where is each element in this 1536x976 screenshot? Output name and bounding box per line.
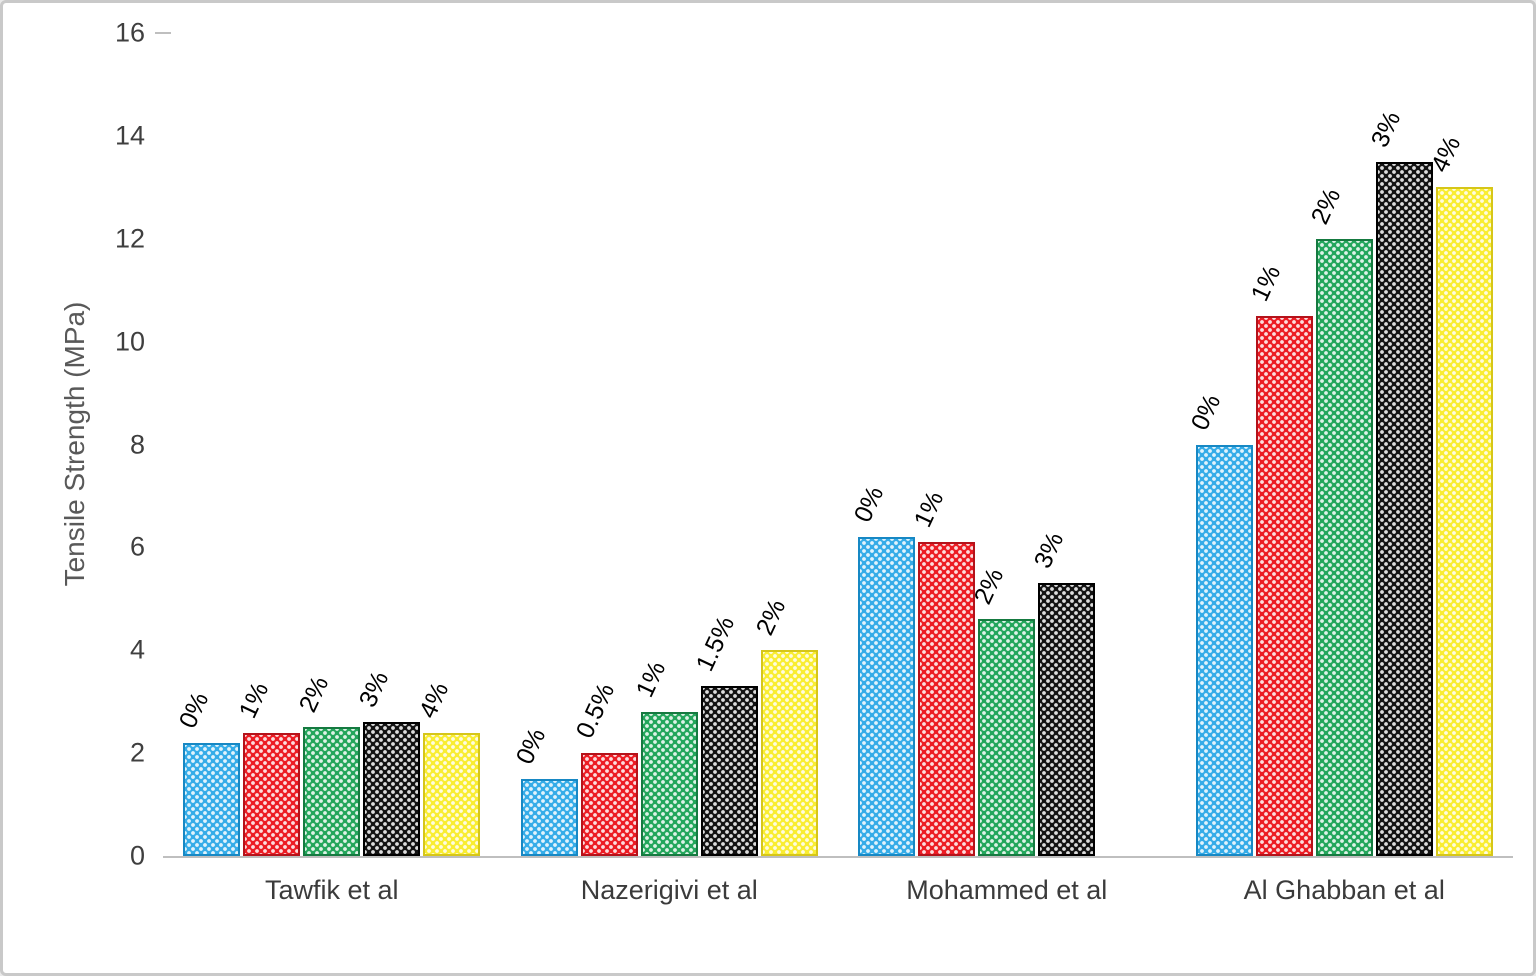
bar-slot: 3%: [353, 33, 421, 856]
bar-slot: 4%: [413, 33, 481, 856]
y-tick-label: 14: [114, 120, 145, 151]
bar-slot: 0%: [848, 33, 916, 856]
bar-blue: [858, 537, 916, 856]
bar-slot: 2%: [751, 33, 818, 856]
bar-blue: [520, 778, 578, 856]
bar-red: [1255, 315, 1313, 856]
bar-slot: 1%: [908, 33, 976, 856]
bar-green: [640, 711, 698, 856]
x-axis-category-label: Mohammed et al: [906, 875, 1108, 905]
bar-black: [700, 686, 758, 856]
y-tick-label: 12: [114, 223, 145, 254]
bar-yellow: [1435, 187, 1493, 856]
bar-slot: 0%: [511, 33, 578, 856]
bar-group: 0% 1% 2% 3% 4%: [1176, 33, 1514, 856]
bar-black: [1038, 583, 1096, 856]
bar-red: [580, 753, 638, 856]
bar-slot-empty: [1098, 33, 1155, 856]
bar-group: 0% 1% 2% 3%: [838, 33, 1176, 856]
y-tick-label: 16: [114, 17, 145, 48]
y-tick-label: 6: [129, 531, 145, 562]
bar-yellow: [423, 732, 481, 856]
bar-slot: 2%: [293, 33, 361, 856]
bar-slot: 3%: [1366, 33, 1433, 856]
bar-blue: [183, 742, 241, 856]
bar-slot: 2%: [968, 33, 1036, 856]
y-tick-label: 2: [129, 737, 145, 768]
bar-slot: 0.5%: [571, 33, 638, 856]
bar-slot: 1%: [1246, 33, 1313, 856]
y-tick-label: 0: [129, 840, 145, 871]
bar-slot: 1%: [233, 33, 301, 856]
x-axis-category-label: Tawfik et al: [264, 875, 399, 905]
y-axis-tick-labels: 0 2 4 6 8 10 12 14 16: [3, 18, 153, 871]
bar-slot: 2%: [1306, 33, 1373, 856]
x-axis-category-labels: Tawfik et al Nazerigivi et al Mohammed et …: [163, 875, 1513, 906]
bar-value-label: 0%: [1185, 389, 1227, 435]
bar-slot: 1.5%: [691, 33, 758, 856]
bar-slot: 0%: [173, 33, 241, 856]
y-axis-top-tick: [155, 32, 171, 34]
bar-black: [363, 722, 421, 856]
y-tick-label: 4: [129, 634, 145, 665]
bar-green: [303, 727, 361, 856]
y-tick-label: 8: [129, 429, 145, 459]
bar-slot: 1%: [631, 33, 698, 856]
bar-value-label: 1.5%: [690, 612, 741, 676]
bar-value-label: 0.5%: [570, 679, 621, 743]
x-axis-category-label: Nazerigivi et al: [580, 875, 758, 905]
bar-group: 0% 1% 2% 3% 4%: [163, 33, 501, 856]
bar-slot: 4%: [1426, 33, 1493, 856]
bar-blue: [1195, 444, 1253, 856]
bar-value-label: 0%: [510, 723, 552, 769]
y-tick-label: 10: [114, 326, 145, 357]
bar-value-label: 0%: [848, 482, 890, 527]
bar-value-label: 0%: [173, 687, 215, 733]
bar-red: [918, 542, 976, 856]
bar-green: [978, 619, 1036, 856]
bar-slot: 0%: [1186, 33, 1253, 856]
bar-red: [243, 732, 301, 856]
bar-group: 0% 0.5% 1% 1.5% 2%: [501, 33, 839, 856]
bar-groups-container: 0% 1% 2% 3% 4% 0% 0.5% 1% 1.5% 2% 0% 1% 2% 3% 0% 1% 2% 3%…: [163, 33, 1513, 856]
bar-yellow: [760, 650, 818, 856]
plot-area: 0% 1% 2% 3% 4% 0% 0.5% 1% 1.5% 2% 0% 1% 2% 3% 0% 1% 2% 3%…: [163, 33, 1513, 858]
bar-green: [1315, 238, 1373, 856]
bar-slot: 3%: [1028, 33, 1096, 856]
bar-black: [1375, 161, 1433, 856]
x-axis-category-label: Al Ghabban et al: [1243, 875, 1445, 905]
